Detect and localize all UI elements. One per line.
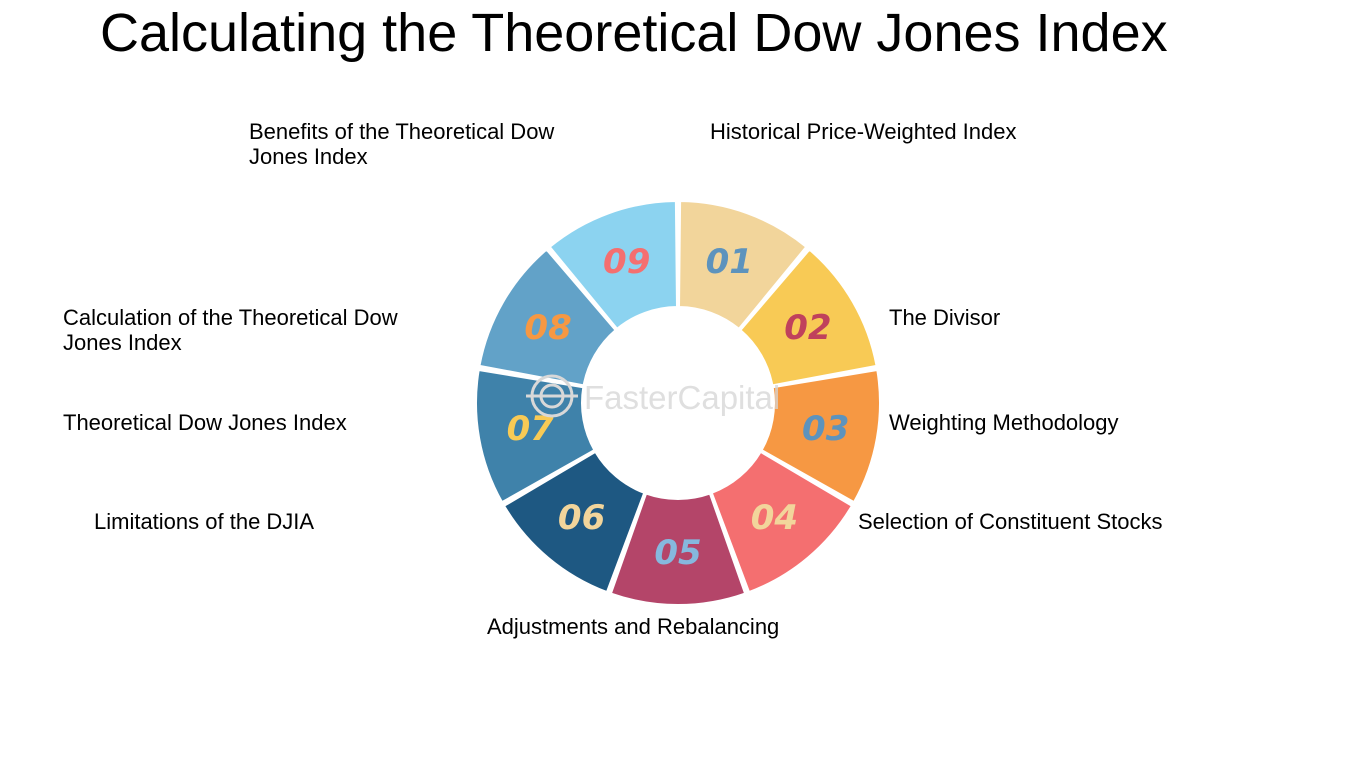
segment-08 bbox=[478, 248, 617, 387]
label-historical-price-weighted-index: Historical Price-Weighted Index bbox=[710, 119, 1017, 144]
segment-number-01: 01 bbox=[706, 242, 753, 282]
segment-number-02: 02 bbox=[784, 308, 831, 348]
segment-05 bbox=[609, 492, 747, 606]
segment-number-06: 06 bbox=[558, 498, 605, 538]
watermark-text: FasterCapital bbox=[584, 379, 780, 416]
segment-number-08: 08 bbox=[524, 308, 571, 348]
segment-layer bbox=[475, 200, 881, 606]
label-the-divisor: The Divisor bbox=[889, 305, 1001, 330]
label-limitations-of-the-djia: Limitations of the DJIA bbox=[94, 509, 315, 534]
label-adjustments-and-rebalancing: Adjustments and Rebalancing bbox=[487, 614, 780, 639]
segment-04 bbox=[710, 450, 854, 594]
segment-number-05: 05 bbox=[654, 533, 701, 573]
segment-09 bbox=[548, 200, 679, 331]
segment-03 bbox=[760, 368, 881, 504]
label-theoretical-dow-jones-index: Theoretical Dow Jones Index bbox=[63, 410, 347, 435]
segment-06 bbox=[502, 450, 646, 594]
segment-07 bbox=[475, 368, 596, 504]
segment-number-03: 03 bbox=[802, 409, 849, 449]
label-weighting-methodology: Weighting Methodology bbox=[889, 410, 1119, 435]
segment-02 bbox=[739, 248, 878, 387]
segment-number-09: 09 bbox=[603, 242, 650, 282]
watermark-logo bbox=[526, 374, 578, 418]
segment-number-04: 04 bbox=[751, 498, 798, 538]
segment-01 bbox=[677, 200, 808, 331]
label-selection-of-constituent-stocks: Selection of Constituent Stocks bbox=[858, 509, 1163, 534]
label-calculation-of-the-theoretical-dow-jones-index: Calculation of the Theoretical Dow Jones… bbox=[63, 305, 398, 355]
page-title: Calculating the Theoretical Dow Jones In… bbox=[100, 3, 1168, 63]
label-benefits-of-the-theoretical-dow-jones-index: Benefits of the Theoretical Dow Jones In… bbox=[249, 119, 555, 169]
